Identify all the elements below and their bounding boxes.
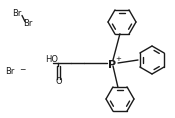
Text: Br: Br xyxy=(5,67,14,76)
Text: −: − xyxy=(19,65,25,74)
Text: +: + xyxy=(115,56,121,62)
Text: HO: HO xyxy=(45,55,58,63)
Text: Br: Br xyxy=(12,10,21,19)
Text: O: O xyxy=(55,78,62,86)
Text: Br: Br xyxy=(23,19,32,29)
Text: P: P xyxy=(108,59,116,70)
